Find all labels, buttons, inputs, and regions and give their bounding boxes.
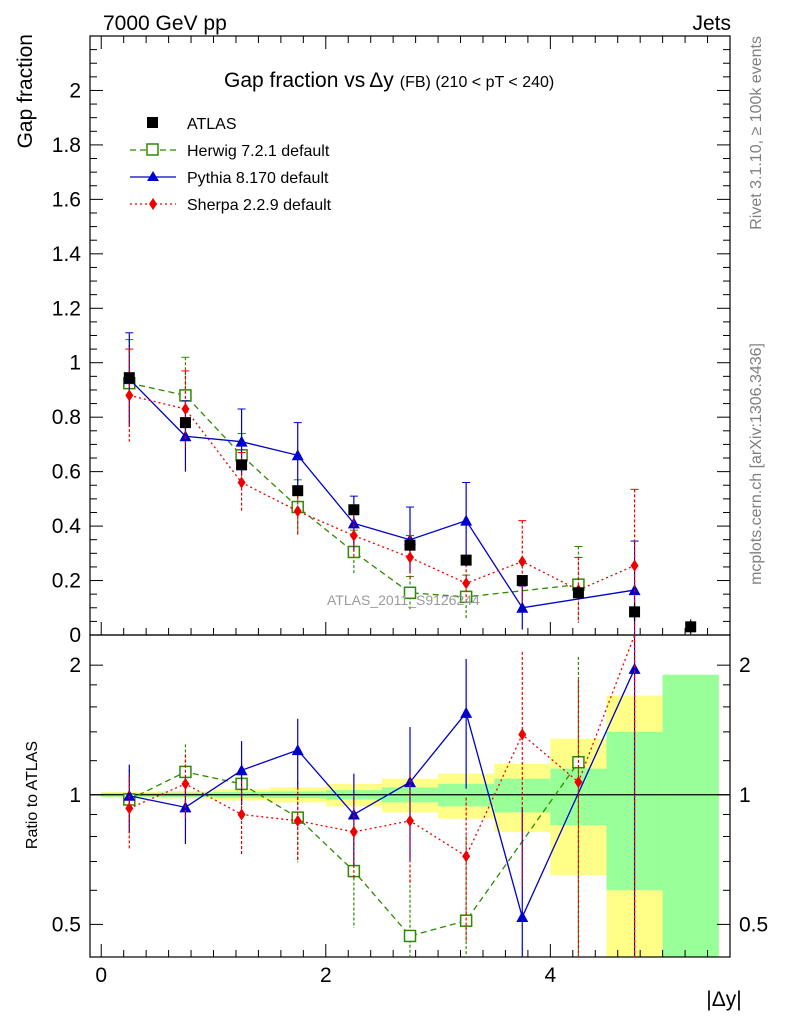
pythia-point [235,435,248,447]
pythia-point [179,430,192,442]
legend-marker-sherpa [149,198,157,210]
ratio-series-layer [123,634,641,957]
sherpa-ratio-point [462,850,471,863]
ratio-panel: 0 2 4 0.5 0.5 1 1 2 2 [52,634,768,987]
herwig-line [129,382,579,598]
sherpa-ratio-point [406,814,414,827]
x-tick-label: 0 [95,964,107,987]
y-tick-label: 1.2 [52,297,81,320]
sherpa-ratio-point [181,777,190,790]
legend-label-sherpa: Sherpa 2.2.9 default [187,197,332,214]
pythia-line [128,378,635,609]
atlas-point [179,417,191,429]
pythia-point [291,449,304,461]
sherpa-point [237,476,246,489]
legend-marker-atlas [147,117,158,128]
legend-label-pythia: Pythia 8.170 default [187,170,329,187]
sherpa-line [129,394,635,591]
header-right: Jets [692,12,731,35]
y-tick-label-zero: 0 [69,624,81,647]
sherpa-ratio-point [125,802,134,815]
legend-marker-herwig [146,143,159,156]
ratio-tick-label-left: 1 [69,784,81,807]
herwig-ratio-point [403,929,417,943]
chart-title-main: Gap fraction vs Δy (FB) (210 < pT < 240) [224,69,554,92]
sherpa-point [293,505,302,518]
ratio-tick-label-left: 0.5 [52,913,81,936]
y-tick-label: 1 [69,352,81,375]
atlas-point [348,504,360,516]
pythia-ratio-point [460,706,473,718]
legend: ATLAS Herwig 7.2.1 default Pythia 8.170 … [130,116,332,214]
sherpa-ratio-point [518,728,527,741]
sherpa-point [349,529,358,542]
pythia-point [347,517,360,529]
analysis-watermark: ATLAS_2011_S9126244 [327,592,480,608]
herwig-point [403,586,417,600]
sherpa-ratio-point [237,808,246,821]
x-tick-label: 2 [320,964,332,987]
atlas-point [404,539,416,551]
legend-marker-pythia [147,171,159,181]
y-axis-label: Gap fraction [14,34,37,148]
sherpa-ratio-point [574,776,583,789]
sherpa-ratio-point [293,814,302,827]
sherpa-point [406,551,414,564]
side-label-rivet: Rivet 3.1.10, ≥ 100k events [748,36,765,230]
side-label-mcplots: mcplots.cern.ch [arXiv:1306.3436] [748,343,765,585]
y-tick-label: 1.4 [52,243,82,266]
sherpa-point [462,577,471,590]
sherpa-point [630,559,639,572]
pythia-ratio-point [516,911,529,923]
herwig-ratio-line [129,761,579,937]
atlas-point [460,554,472,566]
y-tick-label: 2 [69,79,81,102]
x-tick-label: 4 [545,964,557,987]
pythia-point [516,601,529,613]
atlas-point [236,459,248,471]
atlas-point [572,587,584,599]
y-tick-label: 0.2 [52,570,81,593]
atlas-point [123,372,135,384]
pythia-ratio-point [347,808,360,820]
ratio-tick-label-left: 2 [69,654,81,677]
atlas-point [516,575,528,587]
sherpa-point [125,389,134,402]
legend-label-herwig: Herwig 7.2.1 default [187,143,330,160]
pythia-ratio-point [291,744,304,756]
sherpa-point [518,555,527,568]
pythia-point [460,514,473,526]
atlas-point [629,606,641,618]
sherpa-point [181,403,190,416]
upper-series-layer [123,332,697,635]
ratio-tick-label-right: 2 [739,654,751,677]
x-axis-label: |Δy| [706,988,741,1011]
y-tick-label: 0.8 [52,406,81,429]
pythia-ratio-point [123,789,136,801]
pythia-ratio-point [628,662,641,674]
ratio-axis-label: Ratio to ATLAS [24,741,41,849]
y-tick-label: 1.8 [52,134,81,157]
header-left: 7000 GeV pp [103,12,227,35]
y-tick-label: 0.4 [52,515,82,538]
ratio-tick-label-right: 1 [739,784,751,807]
upper-panel: 0.2 0.4 0.6 0.8 1 1.2 1.4 1.6 1.8 2 0 [52,35,731,647]
ratio-tick-label-right: 0.5 [739,913,768,936]
band-stat-10 [662,674,719,957]
sherpa-ratio-point [349,825,358,838]
y-tick-label: 1.6 [52,188,81,211]
atlas-point [685,621,697,633]
y-tick-label: 0.6 [52,461,81,484]
atlas-point [292,485,304,497]
pythia-ratio-point [235,764,248,776]
legend-label-atlas: ATLAS [187,116,237,133]
